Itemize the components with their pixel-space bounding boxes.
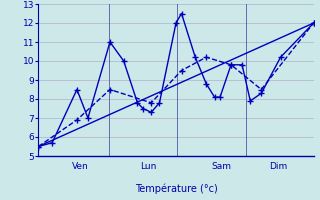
Text: Ven: Ven [71, 162, 88, 171]
Text: Lun: Lun [140, 162, 156, 171]
Text: Dim: Dim [269, 162, 288, 171]
Text: Sam: Sam [212, 162, 232, 171]
Text: Température (°c): Température (°c) [135, 183, 217, 194]
